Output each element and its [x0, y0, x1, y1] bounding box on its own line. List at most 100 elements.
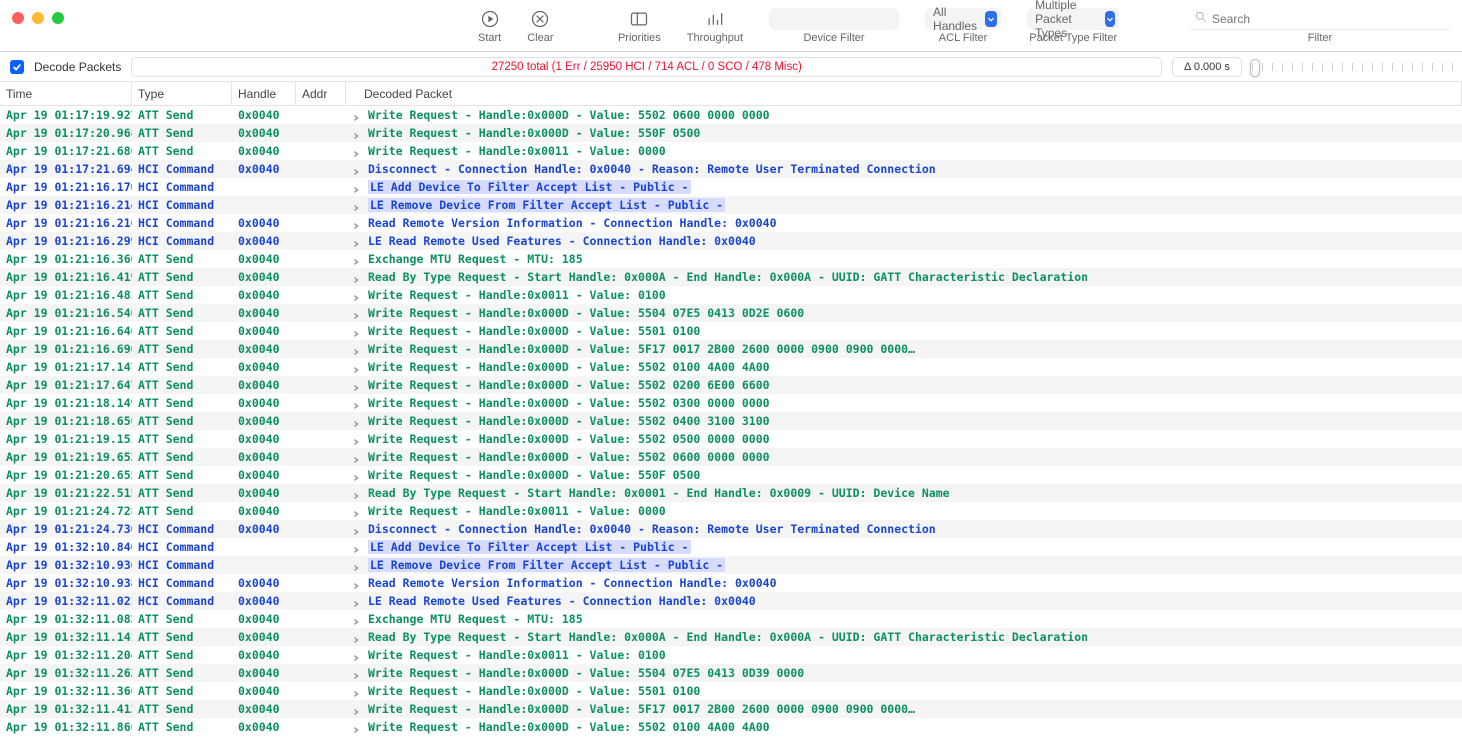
disclosure-icon[interactable]: [352, 363, 360, 371]
table-row[interactable]: Apr 19 01:32:11.412ATT Send0x0040Write R…: [0, 700, 1462, 718]
table-row[interactable]: Apr 19 01:21:24.728ATT Send0x0040Write R…: [0, 502, 1462, 520]
table-row[interactable]: Apr 19 01:21:18.149ATT Send0x0040Write R…: [0, 394, 1462, 412]
disclosure-icon[interactable]: [352, 381, 360, 389]
table-row[interactable]: Apr 19 01:21:16.690ATT Send0x0040Write R…: [0, 340, 1462, 358]
disclosure-icon[interactable]: [352, 165, 360, 173]
header-decoded[interactable]: Decoded Packet: [346, 82, 1462, 105]
disclosure-icon[interactable]: [352, 129, 360, 137]
table-row[interactable]: Apr 19 01:21:16.360ATT Send0x0040Exchang…: [0, 250, 1462, 268]
disclosure-icon[interactable]: [352, 255, 360, 263]
disclosure-icon[interactable]: [352, 471, 360, 479]
start-button[interactable]: Start: [478, 8, 501, 44]
disclosure-icon[interactable]: [352, 345, 360, 353]
table-row[interactable]: Apr 19 01:21:16.170HCI CommandLE Add Dev…: [0, 178, 1462, 196]
table-row[interactable]: Apr 19 01:32:11.866ATT Send0x0040Write R…: [0, 718, 1462, 736]
disclosure-icon[interactable]: [352, 183, 360, 191]
throughput-button[interactable]: Throughput: [687, 8, 743, 44]
disclosure-icon[interactable]: [352, 237, 360, 245]
disclosure-icon[interactable]: [352, 705, 360, 713]
device-filter[interactable]: Device Filter: [769, 8, 899, 44]
cell-addr: [296, 106, 346, 124]
disclosure-icon[interactable]: [352, 687, 360, 695]
table-row[interactable]: Apr 19 01:32:11.141ATT Send0x0040Read By…: [0, 628, 1462, 646]
table-row[interactable]: Apr 19 01:17:20.968ATT Send0x0040Write R…: [0, 124, 1462, 142]
close-icon[interactable]: [12, 12, 24, 24]
table-row[interactable]: Apr 19 01:21:17.147ATT Send0x0040Write R…: [0, 358, 1462, 376]
acl-filter[interactable]: All Handles ACL Filter: [925, 8, 1001, 44]
disclosure-icon[interactable]: [352, 399, 360, 407]
table-row[interactable]: Apr 19 01:17:21.694HCI Command0x0040Disc…: [0, 160, 1462, 178]
cell-addr: [296, 322, 346, 340]
table-row[interactable]: Apr 19 01:21:16.481ATT Send0x0040Write R…: [0, 286, 1462, 304]
header-handle[interactable]: Handle: [232, 82, 296, 105]
disclosure-icon[interactable]: [352, 669, 360, 677]
header-time[interactable]: Time: [0, 82, 132, 105]
priorities-button[interactable]: Priorities: [618, 8, 661, 44]
search-input[interactable]: [1212, 12, 1446, 26]
disclosure-icon[interactable]: [352, 723, 360, 731]
disclosure-icon[interactable]: [352, 273, 360, 281]
time-slider[interactable]: [1252, 57, 1452, 77]
disclosure-icon[interactable]: [352, 651, 360, 659]
table-row[interactable]: Apr 19 01:21:19.151ATT Send0x0040Write R…: [0, 430, 1462, 448]
table-row[interactable]: Apr 19 01:21:20.655ATT Send0x0040Write R…: [0, 466, 1462, 484]
disclosure-icon[interactable]: [352, 489, 360, 497]
table-row[interactable]: Apr 19 01:32:10.938HCI Command0x0040Read…: [0, 574, 1462, 592]
decode-checkbox[interactable]: [10, 60, 24, 74]
table-row[interactable]: Apr 19 01:32:11.204ATT Send0x0040Write R…: [0, 646, 1462, 664]
table-row[interactable]: Apr 19 01:21:16.646ATT Send0x0040Write R…: [0, 322, 1462, 340]
table-row[interactable]: Apr 19 01:21:22.515ATT Send0x0040Read By…: [0, 484, 1462, 502]
disclosure-icon[interactable]: [352, 417, 360, 425]
chevron-down-icon[interactable]: [1105, 11, 1115, 27]
disclosure-icon[interactable]: [352, 543, 360, 551]
table-row[interactable]: Apr 19 01:32:11.021HCI Command0x0040LE R…: [0, 592, 1462, 610]
minimize-icon[interactable]: [32, 12, 44, 24]
disclosure-icon[interactable]: [352, 525, 360, 533]
disclosure-icon[interactable]: [352, 615, 360, 623]
disclosure-icon[interactable]: [352, 507, 360, 515]
acl-filter-value: All Handles: [933, 5, 981, 33]
chevron-down-icon[interactable]: [985, 11, 998, 27]
table-row[interactable]: Apr 19 01:21:16.299HCI Command0x0040LE R…: [0, 232, 1462, 250]
table-row[interactable]: Apr 19 01:32:10.840HCI CommandLE Add Dev…: [0, 538, 1462, 556]
disclosure-icon[interactable]: [352, 579, 360, 587]
table-row[interactable]: Apr 19 01:21:16.216HCI Command0x0040Read…: [0, 214, 1462, 232]
disclosure-icon[interactable]: [352, 633, 360, 641]
disclosure-icon[interactable]: [352, 435, 360, 443]
disclosure-icon[interactable]: [352, 561, 360, 569]
table-row[interactable]: Apr 19 01:21:16.540ATT Send0x0040Write R…: [0, 304, 1462, 322]
clear-button[interactable]: Clear: [527, 8, 553, 44]
packet-type-filter[interactable]: Multiple Packet Types Packet Type Filter: [1027, 8, 1119, 44]
disclosure-icon[interactable]: [352, 111, 360, 119]
table-row[interactable]: Apr 19 01:21:16.419ATT Send0x0040Read By…: [0, 268, 1462, 286]
table-row[interactable]: Apr 19 01:21:17.647ATT Send0x0040Write R…: [0, 376, 1462, 394]
table-row[interactable]: Apr 19 01:21:19.652ATT Send0x0040Write R…: [0, 448, 1462, 466]
cell-time: Apr 19 01:17:21.694: [0, 160, 132, 178]
table-row[interactable]: Apr 19 01:32:11.366ATT Send0x0040Write R…: [0, 682, 1462, 700]
table-row[interactable]: Apr 19 01:17:19.927ATT Send0x0040Write R…: [0, 106, 1462, 124]
table-row[interactable]: Apr 19 01:21:24.730HCI Command0x0040Disc…: [0, 520, 1462, 538]
cell-addr: [296, 628, 346, 646]
cell-handle: 0x0040: [232, 520, 296, 538]
search-filter[interactable]: Filter: [1190, 8, 1450, 44]
disclosure-icon[interactable]: [352, 309, 360, 317]
pkt-filter-label: Packet Type Filter: [1029, 32, 1117, 44]
disclosure-icon[interactable]: [352, 327, 360, 335]
header-addr[interactable]: Addr: [296, 82, 346, 105]
disclosure-icon[interactable]: [352, 291, 360, 299]
disclosure-icon[interactable]: [352, 219, 360, 227]
table-row[interactable]: Apr 19 01:32:11.262ATT Send0x0040Write R…: [0, 664, 1462, 682]
disclosure-icon[interactable]: [352, 597, 360, 605]
zoom-icon[interactable]: [52, 12, 64, 24]
table-row[interactable]: Apr 19 01:32:10.936HCI CommandLE Remove …: [0, 556, 1462, 574]
device-filter-input[interactable]: [777, 9, 932, 29]
table-row[interactable]: Apr 19 01:21:18.650ATT Send0x0040Write R…: [0, 412, 1462, 430]
disclosure-icon[interactable]: [352, 201, 360, 209]
disclosure-icon[interactable]: [352, 453, 360, 461]
header-type[interactable]: Type: [132, 82, 232, 105]
table-row[interactable]: Apr 19 01:21:16.214HCI CommandLE Remove …: [0, 196, 1462, 214]
table-row[interactable]: Apr 19 01:32:11.082ATT Send0x0040Exchang…: [0, 610, 1462, 628]
table-row[interactable]: Apr 19 01:17:21.686ATT Send0x0040Write R…: [0, 142, 1462, 160]
disclosure-icon[interactable]: [352, 147, 360, 155]
cell-type: ATT Send: [132, 124, 232, 142]
